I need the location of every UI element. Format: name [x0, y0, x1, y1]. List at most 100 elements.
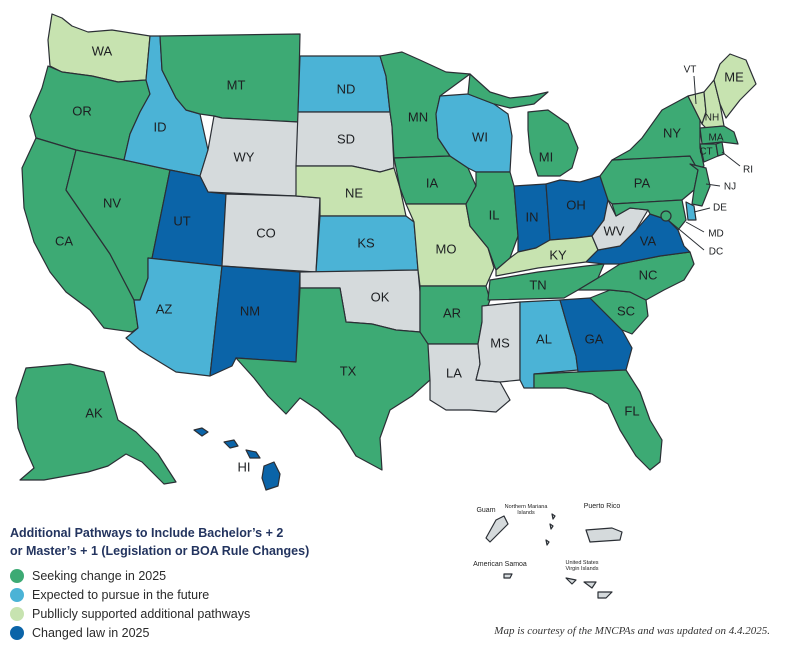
state-KY[interactable] [495, 235, 599, 277]
legend-swatch [10, 606, 24, 621]
label-virgin-islands-1: United States [565, 560, 598, 566]
label-IA: IA [426, 175, 439, 190]
credit-note: Map is courtesy of the MNCPAs and was up… [494, 625, 770, 637]
label-AR: AR [443, 305, 461, 320]
state-DC[interactable] [660, 210, 672, 222]
legend: Additional Pathways to Include Bachelor’… [10, 524, 430, 642]
label-VA: VA [640, 233, 657, 248]
legend-swatch [10, 587, 24, 602]
legend-title-line1: Additional Pathways to Include Bachelor’… [10, 526, 284, 540]
label-WY: WY [234, 149, 255, 164]
label-NC: NC [639, 267, 658, 282]
label-NV: NV [103, 195, 121, 210]
label-DC: DC [709, 247, 723, 258]
label-northern-mariana-2: Islands [517, 510, 535, 516]
label-WA: WA [92, 43, 113, 58]
label-NY: NY [663, 125, 681, 140]
label-NH: NH [705, 113, 719, 124]
label-VT: VT [684, 65, 697, 76]
state-FL[interactable] [533, 369, 663, 471]
state-WY[interactable] [199, 115, 299, 197]
label-OH: OH [566, 197, 586, 212]
state-NC[interactable] [577, 251, 695, 301]
state-HI-3[interactable] [245, 449, 261, 459]
label-GA: GA [585, 331, 604, 346]
state-CO[interactable] [221, 193, 321, 273]
label-CA: CA [55, 233, 73, 248]
label-SD: SD [337, 131, 355, 146]
legend-swatch [10, 568, 24, 583]
label-AK: AK [85, 405, 103, 420]
label-UT: UT [173, 213, 190, 228]
state-HI-2[interactable] [223, 439, 239, 449]
state-MI-UP[interactable] [467, 73, 549, 109]
label-SC: SC [617, 303, 635, 318]
state-MI[interactable] [527, 109, 579, 177]
label-MN: MN [408, 109, 428, 124]
state-MD[interactable] [611, 199, 687, 231]
label-IL: IL [489, 207, 500, 222]
leader-MD [685, 221, 705, 233]
label-NJ: NJ [724, 182, 736, 193]
legend-swatch [10, 625, 24, 640]
state-TX[interactable] [235, 287, 431, 471]
leader-DE [693, 207, 711, 213]
territory-american-samoa[interactable]: American Samoa [473, 561, 527, 579]
legend-item-seeking: Seeking change in 2025 [10, 566, 430, 585]
label-NM: NM [240, 303, 260, 318]
state-HI-4[interactable] [261, 461, 281, 491]
label-HI: HI [238, 459, 251, 474]
label-TN: TN [529, 277, 546, 292]
label-AZ: AZ [156, 301, 173, 316]
legend-label: Seeking change in 2025 [32, 568, 167, 583]
legend-item-supported: Publlicly supported additional pathways [10, 604, 430, 623]
label-american-samoa: American Samoa [473, 561, 527, 568]
label-guam: Guam [476, 507, 495, 514]
territory-guam[interactable]: Guam [476, 507, 509, 543]
label-CT: CT [699, 147, 712, 158]
label-puerto-rico: Puerto Rico [584, 503, 621, 510]
legend-item-expected: Expected to pursue in the future [10, 585, 430, 604]
label-virgin-islands-2: Virgin Islands [566, 566, 599, 572]
label-DE: DE [713, 203, 727, 214]
state-AK[interactable] [15, 363, 177, 485]
label-MD: MD [708, 229, 724, 240]
label-OK: OK [371, 289, 390, 304]
territory-virgin-islands[interactable]: United States Virgin Islands [565, 560, 613, 599]
label-MA: MA [709, 133, 724, 144]
state-NE[interactable] [295, 165, 407, 217]
label-IN: IN [526, 209, 539, 224]
label-PA: PA [634, 175, 651, 190]
label-northern-mariana: Northern Mariana [505, 504, 549, 510]
label-CO: CO [256, 225, 276, 240]
label-MT: MT [227, 77, 246, 92]
state-RI[interactable] [715, 141, 725, 157]
legend-label: Changed law in 2025 [32, 625, 150, 640]
legend-title-line2: or Master’s + 1 (Legislation or BOA Rule… [10, 544, 310, 558]
label-KY: KY [549, 247, 567, 262]
legend-label: Publlicly supported additional pathways [32, 606, 251, 621]
label-FL: FL [624, 403, 639, 418]
leader-DC [667, 219, 705, 251]
legend-title: Additional Pathways to Include Bachelor’… [10, 524, 430, 560]
label-ME: ME [724, 69, 744, 84]
label-MI: MI [539, 149, 553, 164]
state-ME[interactable] [713, 53, 757, 119]
state-DE[interactable] [685, 201, 697, 221]
label-LA: LA [446, 365, 462, 380]
label-ID: ID [154, 119, 167, 134]
state-NJ[interactable] [689, 163, 711, 207]
label-NE: NE [345, 185, 363, 200]
label-WV: WV [604, 223, 625, 238]
territory-puerto-rico[interactable]: Puerto Rico [584, 503, 623, 543]
label-RI: RI [743, 165, 753, 176]
label-OR: OR [72, 103, 92, 118]
leader-RI [721, 151, 741, 167]
label-MS: MS [490, 335, 510, 350]
label-WI: WI [472, 129, 488, 144]
leader-VT [693, 75, 697, 105]
state-HI-1[interactable] [193, 427, 209, 437]
legend-label: Expected to pursue in the future [32, 587, 210, 602]
territory-northern-mariana[interactable]: Northern Mariana Islands [505, 504, 556, 546]
